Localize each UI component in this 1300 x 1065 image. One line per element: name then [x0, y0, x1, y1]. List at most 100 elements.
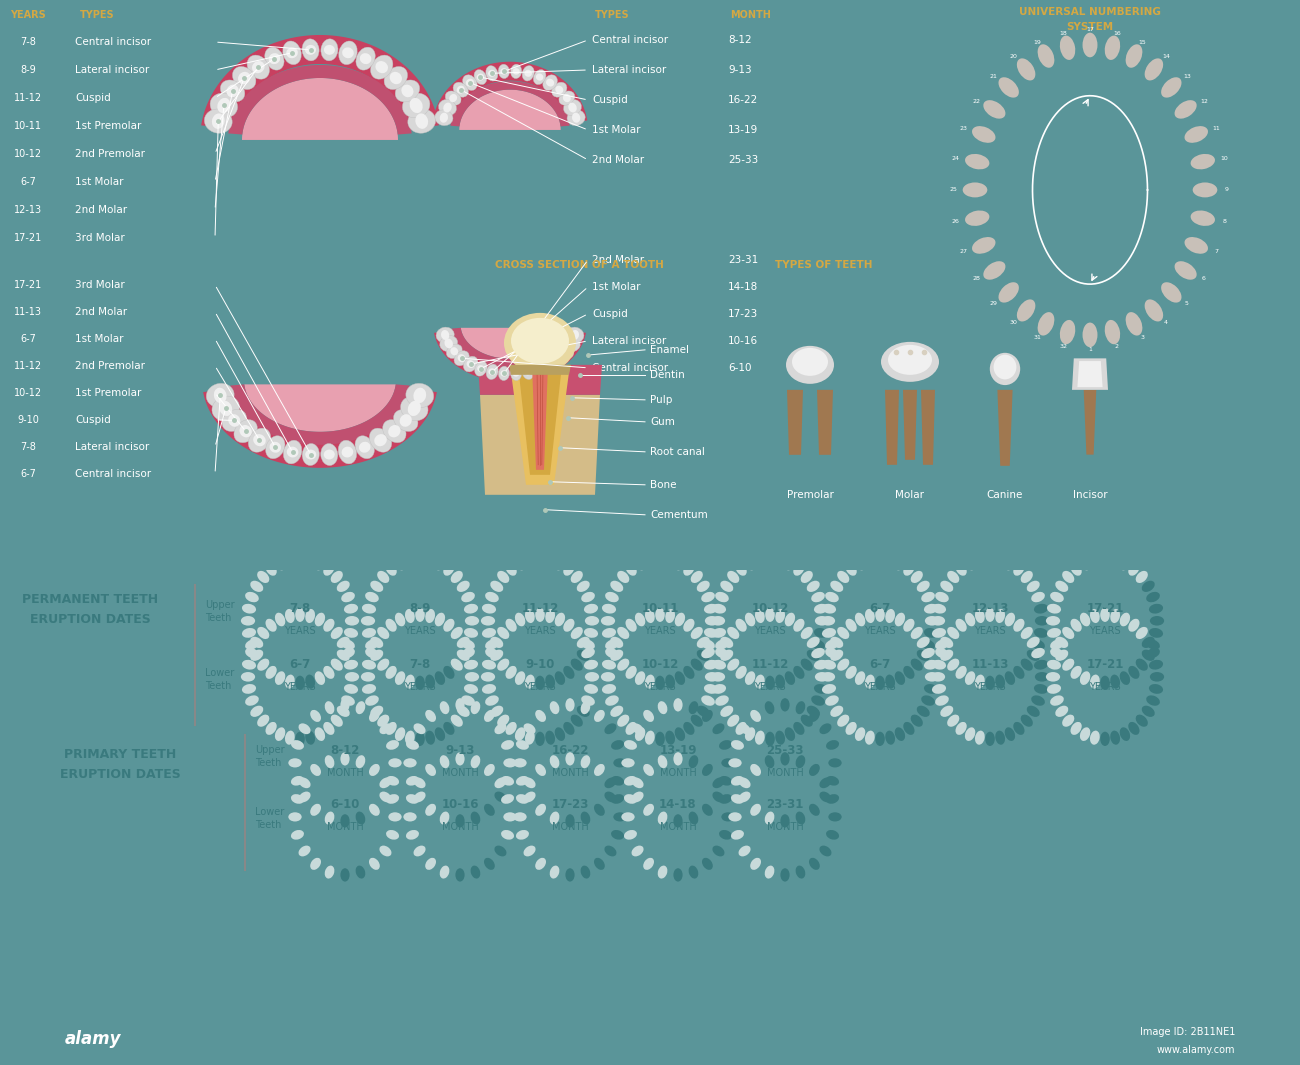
Ellipse shape	[594, 804, 604, 816]
Ellipse shape	[1110, 609, 1121, 623]
Ellipse shape	[581, 812, 590, 824]
Ellipse shape	[826, 648, 838, 658]
Ellipse shape	[246, 695, 259, 706]
Ellipse shape	[801, 627, 812, 639]
Ellipse shape	[885, 553, 894, 567]
Ellipse shape	[766, 675, 775, 690]
Ellipse shape	[1184, 126, 1208, 143]
Ellipse shape	[1013, 722, 1024, 735]
Ellipse shape	[341, 592, 355, 603]
Ellipse shape	[855, 612, 866, 626]
Ellipse shape	[1141, 650, 1154, 661]
Ellipse shape	[265, 436, 285, 459]
Polygon shape	[229, 65, 412, 134]
Text: 2nd Premolar: 2nd Premolar	[75, 361, 146, 371]
Text: YEARS: YEARS	[864, 626, 896, 636]
Ellipse shape	[571, 330, 578, 340]
Ellipse shape	[731, 740, 744, 750]
Ellipse shape	[618, 658, 629, 671]
Ellipse shape	[386, 666, 396, 678]
Ellipse shape	[1062, 627, 1074, 639]
Ellipse shape	[274, 671, 285, 685]
Polygon shape	[997, 390, 1013, 465]
Ellipse shape	[1020, 627, 1032, 639]
Ellipse shape	[1080, 557, 1091, 571]
Ellipse shape	[369, 428, 391, 453]
Ellipse shape	[542, 357, 556, 372]
Ellipse shape	[801, 571, 812, 583]
Ellipse shape	[837, 571, 849, 583]
Ellipse shape	[975, 674, 984, 689]
Ellipse shape	[395, 671, 406, 685]
Ellipse shape	[285, 731, 295, 744]
Ellipse shape	[614, 813, 627, 821]
Ellipse shape	[745, 727, 755, 741]
Ellipse shape	[602, 604, 616, 613]
Ellipse shape	[488, 70, 495, 77]
Ellipse shape	[490, 650, 503, 661]
Text: YEARS: YEARS	[645, 626, 676, 636]
Ellipse shape	[443, 722, 455, 735]
Ellipse shape	[361, 616, 376, 625]
Ellipse shape	[211, 93, 238, 118]
Ellipse shape	[689, 701, 698, 715]
Ellipse shape	[567, 110, 585, 126]
Ellipse shape	[1147, 592, 1160, 603]
Ellipse shape	[386, 722, 396, 735]
Text: 6-10: 6-10	[330, 799, 360, 812]
Ellipse shape	[551, 350, 566, 365]
Ellipse shape	[655, 608, 664, 622]
Ellipse shape	[490, 637, 503, 648]
Text: Central incisor: Central incisor	[592, 363, 668, 373]
Ellipse shape	[1031, 639, 1045, 650]
Text: 12-13: 12-13	[14, 204, 42, 215]
Text: 30: 30	[1010, 321, 1018, 326]
Ellipse shape	[571, 571, 582, 583]
Ellipse shape	[406, 674, 415, 689]
Ellipse shape	[750, 764, 760, 776]
Ellipse shape	[315, 612, 325, 626]
Text: 11-13: 11-13	[971, 658, 1009, 671]
Ellipse shape	[1149, 628, 1164, 638]
Ellipse shape	[1005, 727, 1015, 741]
Text: Lower: Lower	[255, 807, 285, 817]
Ellipse shape	[577, 637, 590, 648]
Ellipse shape	[875, 675, 885, 690]
Ellipse shape	[377, 571, 389, 583]
Ellipse shape	[996, 553, 1005, 567]
Ellipse shape	[916, 637, 930, 648]
Ellipse shape	[932, 628, 946, 638]
Ellipse shape	[222, 410, 247, 431]
Text: SYSTEM: SYSTEM	[1066, 22, 1114, 32]
Ellipse shape	[826, 830, 838, 839]
Ellipse shape	[815, 616, 829, 625]
Text: YEARS: YEARS	[524, 682, 556, 692]
Ellipse shape	[785, 557, 796, 571]
Ellipse shape	[220, 400, 233, 416]
Ellipse shape	[738, 791, 750, 802]
Ellipse shape	[425, 857, 436, 870]
Ellipse shape	[618, 715, 629, 726]
Ellipse shape	[632, 846, 644, 856]
Ellipse shape	[801, 658, 812, 671]
Ellipse shape	[477, 73, 484, 81]
Ellipse shape	[1034, 604, 1048, 613]
Ellipse shape	[265, 666, 277, 678]
Ellipse shape	[324, 619, 334, 632]
Ellipse shape	[257, 627, 269, 639]
Ellipse shape	[728, 813, 742, 821]
Ellipse shape	[434, 612, 445, 626]
Ellipse shape	[559, 91, 575, 105]
Ellipse shape	[745, 671, 755, 685]
Ellipse shape	[720, 706, 733, 717]
Ellipse shape	[389, 758, 402, 768]
Text: 23: 23	[959, 127, 967, 131]
Ellipse shape	[406, 740, 419, 750]
Ellipse shape	[956, 562, 967, 576]
Text: Incisor: Incisor	[1072, 490, 1108, 499]
Ellipse shape	[775, 674, 785, 689]
Text: 10-12: 10-12	[14, 149, 42, 159]
Ellipse shape	[585, 672, 599, 682]
Ellipse shape	[1080, 612, 1091, 626]
Ellipse shape	[750, 710, 760, 722]
